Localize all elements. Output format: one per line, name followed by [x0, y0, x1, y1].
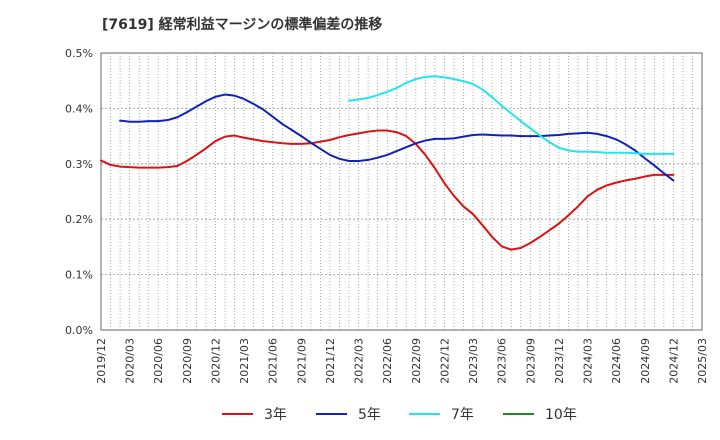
chart-title: [7619] 経常利益マージンの標準偏差の推移 — [102, 16, 382, 33]
x-tick-label: 2020/06 — [152, 338, 165, 384]
x-tick-label: 2021/03 — [238, 338, 251, 384]
x-tick-label: 2023/09 — [524, 338, 537, 384]
legend: 3年 5年 7年 10年 — [222, 407, 577, 423]
y-tick-label: 0.4% — [65, 102, 93, 115]
y-tick-label: 0.3% — [65, 158, 93, 171]
y-tick-label: 0.2% — [65, 213, 93, 226]
series-line-2 — [119, 93, 675, 182]
legend-label-2: 5年 — [358, 407, 381, 423]
x-tick-label: 2024/09 — [639, 338, 652, 384]
x-tick-label: 2019/12 — [95, 338, 108, 384]
plot-background — [101, 53, 702, 330]
y-tick-label: 0.5% — [65, 47, 93, 60]
x-tick-label: 2020/03 — [124, 338, 137, 384]
x-tick-label: 2022/09 — [410, 338, 423, 384]
x-tick-label: 2021/12 — [324, 338, 337, 384]
x-tick-label: 2024/06 — [610, 338, 623, 384]
legend-label-3: 7年 — [451, 407, 474, 423]
series-line-3 — [348, 75, 675, 155]
x-tick-label: 2024/12 — [667, 338, 680, 384]
x-tick-label: 2020/09 — [181, 338, 194, 384]
x-tick-label: 2025/03 — [696, 338, 709, 384]
x-tick-label: 2022/06 — [381, 338, 394, 384]
y-tick-label: 0.0% — [65, 324, 93, 337]
y-axis: 0.0% 0.1% 0.2% 0.3% 0.4% 0.5% — [65, 47, 93, 337]
x-tick-label: 2024/03 — [582, 338, 595, 384]
legend-label-4: 10年 — [545, 407, 577, 423]
x-tick-label: 2020/12 — [209, 338, 222, 384]
y-tick-label: 0.1% — [65, 269, 93, 282]
x-axis: 2019/12 2020/03 2020/06 2020/09 2020/12 2021/… — [95, 338, 709, 384]
plot-area — [100, 52, 703, 331]
x-tick-label: 2021/06 — [267, 338, 280, 384]
x-tick-label: 2023/12 — [553, 338, 566, 384]
series-line-1 — [100, 129, 675, 251]
x-tick-label: 2022/03 — [353, 338, 366, 384]
legend-label-1: 3年 — [264, 407, 287, 423]
x-tick-label: 2023/03 — [467, 338, 480, 384]
series-layer — [100, 75, 675, 251]
x-tick-label: 2022/12 — [438, 338, 451, 384]
x-tick-label: 2023/06 — [496, 338, 509, 384]
x-tick-label: 2021/09 — [295, 338, 308, 384]
plot-frame — [100, 52, 703, 331]
